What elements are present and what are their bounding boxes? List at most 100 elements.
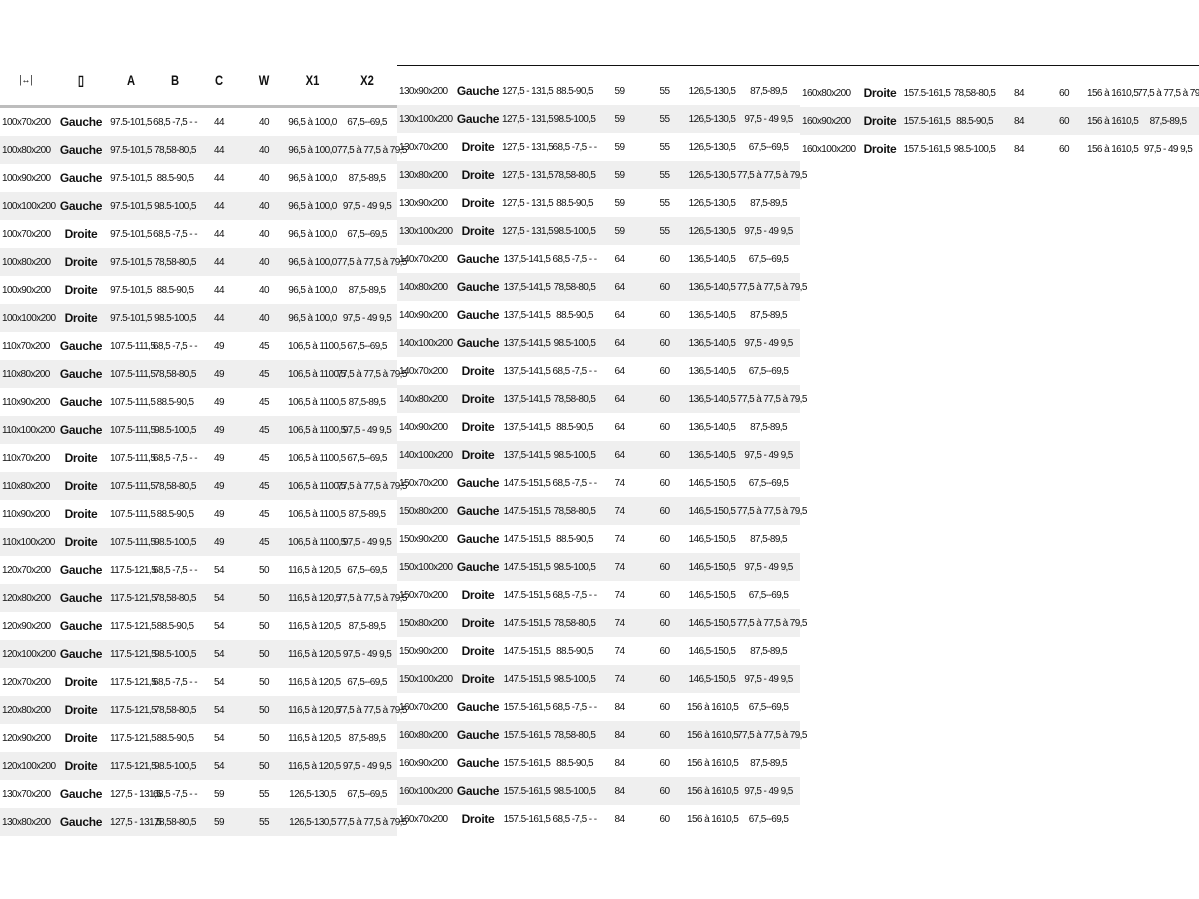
cell-a: 137,5-141,5 [503, 253, 551, 265]
cell-a: 127,5 - 131,5 [502, 113, 554, 125]
cell-w: 40 [259, 172, 270, 184]
cell-a: 117.5-121,5 [110, 620, 157, 632]
cell-size: 160x90x200 [802, 115, 851, 127]
cell-w: 60 [659, 813, 671, 825]
cell-a: 97.5-101,5 [110, 228, 152, 240]
cell-w: 60 [1059, 87, 1070, 99]
table-row: 160x80x200 Droite 157.5-161,5 78,58-80,5 84 6… [800, 79, 1199, 107]
cell-size: 140x80x200 [399, 393, 448, 405]
table-row: 100x100x200 Gauche 97.5-101,5 98.5-100,5 44 4… [0, 192, 397, 220]
cell-size: 160x80x200 [802, 87, 851, 99]
cell-size: 130x90x200 [399, 197, 448, 209]
table-body: 100x70x200 Gauche 97.5-101,5 68,5 -7,5 - -4… [0, 108, 407, 836]
cell-size: 160x90x200 [399, 757, 448, 769]
cell-b: 98.5-100,5 [154, 536, 196, 548]
cell-sens: Droite [461, 168, 495, 182]
cell-x1: 106,5 à 1100,5 [288, 508, 346, 520]
cell-x1: 136,5-140,5 [688, 281, 736, 293]
table-row: 120x80x200 Gauche 117.5-121,5 78,58-80,5 54 5… [0, 584, 407, 612]
cell-size: 100x80x200 [2, 256, 51, 268]
cell-b: 88.5-90,5 [556, 421, 593, 433]
cell-c: 74 [614, 589, 626, 601]
cell-b: 98.5-100,5 [553, 561, 596, 573]
cell-a: 137,5-141,5 [503, 421, 551, 433]
table-row: 140x90x200 Gauche 137,5-141,5 88.5-90,5 64 60… [397, 301, 800, 329]
cell-b: 78,58-80,5 [154, 480, 196, 492]
cell-sens: Droite [461, 672, 495, 686]
cell-size: 130x90x200 [399, 85, 448, 97]
cell-x1: 96,5 à 100,0 [288, 116, 337, 128]
cell-x2: 87,5-89,5 [348, 620, 386, 632]
table-row: 150x90x200 Droite 147.5-151,5 88.5-90,5 74 60… [397, 637, 800, 665]
cell-a: 127,5 - 131,5 [502, 197, 554, 209]
cell-sens: Droite [461, 420, 495, 434]
table-row: 130x100x200 Gauche 127,5 - 131,5 98.5-100,5… [397, 105, 800, 133]
cell-c: 64 [614, 281, 626, 293]
cell-size: 120x90x200 [2, 732, 51, 744]
cell-a: 97.5-101,5 [110, 172, 152, 184]
cell-x2: 87,5-89,5 [750, 645, 787, 657]
cell-a: 117.5-121,5 [110, 760, 157, 772]
cell-w: 40 [259, 312, 270, 324]
cell-b: 88.5-90,5 [156, 284, 194, 296]
cell-x1: 116,5 à 120,5 [288, 704, 341, 716]
table-row: 140x80x200 Gauche 137,5-141,5 78,58-80,5 64 6… [397, 273, 807, 301]
cell-w: 55 [259, 788, 270, 800]
cell-size: 110x90x200 [2, 396, 50, 408]
cell-sens: Droite [64, 255, 98, 269]
cell-b: 88.5-90,5 [156, 732, 194, 744]
cell-x1: 126,5-130,5 [688, 169, 736, 181]
cell-x1: 136,5-140,5 [688, 449, 736, 461]
cell-size: 150x70x200 [399, 477, 448, 489]
cell-a: 107.5-111,5 [110, 536, 156, 548]
cell-c: 74 [614, 505, 626, 517]
cell-b: 98.5-100,5 [553, 449, 596, 461]
table-row: 130x70x200 Droite 127,5 - 131,5 68,5 -7,5 -… [397, 133, 800, 161]
cell-a: 97.5-101,5 [110, 284, 152, 296]
cell-c: 84 [1014, 87, 1025, 99]
cell-x2: 97,5 - 49 9,5 [744, 449, 793, 461]
cell-w: 60 [659, 701, 671, 713]
cell-w: 55 [659, 113, 671, 125]
cell-b: 88.5-90,5 [156, 172, 194, 184]
cell-size: 130x70x200 [399, 141, 448, 153]
cell-sens: Gauche [456, 504, 500, 518]
cell-b: 88.5-90,5 [156, 620, 194, 632]
cell-x1: 96,5 à 100,0 [288, 172, 337, 184]
cell-x2: 97,5 - 49 9,5 [744, 337, 793, 349]
table-row: 120x80x200 Droite 117.5-121,5 78,58-80,5 54 5… [0, 696, 407, 724]
cell-b: 98.5-100,5 [154, 760, 196, 772]
cell-sens: Droite [461, 448, 495, 462]
cell-b: 78,58-80,5 [553, 281, 596, 293]
cell-c: 64 [614, 253, 626, 265]
cell-a: 157.5-161,5 [503, 757, 551, 769]
cell-size: 120x80x200 [2, 592, 51, 604]
table-row: 100x70x200 Gauche 97.5-101,5 68,5 -7,5 - - 4… [0, 108, 397, 136]
cell-x2: 97,5 - 49 9,5 [342, 648, 392, 660]
cell-x1: 96,5 à 100,0 [288, 144, 337, 156]
cell-c: 44 [214, 172, 225, 184]
cell-size: 150x100x200 [399, 561, 453, 573]
cell-sens: Droite [461, 812, 495, 826]
cell-sens: Gauche [456, 84, 500, 98]
cell-x1: 96,5 à 100,0 [288, 200, 337, 212]
cell-b: 68,5 -7,5 - - [153, 116, 197, 128]
cell-sens: Gauche [59, 199, 103, 213]
cell-x1: 156 à 1610,5 [687, 813, 739, 825]
cell-a: 107.5-111,5 [110, 396, 156, 408]
cell-x2: 77,5 à 77,5 à 79,5 [337, 368, 407, 380]
cell-a: 157.5-161,5 [503, 701, 551, 713]
table-row: 110x90x200 Droite 107.5-111,5 88.5-90,5 49 45… [0, 500, 397, 528]
cell-w: 60 [659, 449, 671, 461]
cell-b: 68,5 -7,5 - - [552, 253, 597, 265]
cell-c: 54 [214, 648, 225, 660]
cell-b: 98.5-100,5 [154, 424, 196, 436]
cell-size: 120x100x200 [2, 760, 56, 772]
cell-x1: 96,5 à 100,0 [288, 312, 337, 324]
cell-sens: Droite [64, 731, 98, 745]
cell-sens: Gauche [59, 563, 103, 577]
cell-c: 59 [614, 141, 626, 153]
cell-w: 60 [659, 561, 671, 573]
cell-x1: 146,5-150,5 [688, 617, 736, 629]
cell-x1: 136,5-140,5 [688, 393, 736, 405]
